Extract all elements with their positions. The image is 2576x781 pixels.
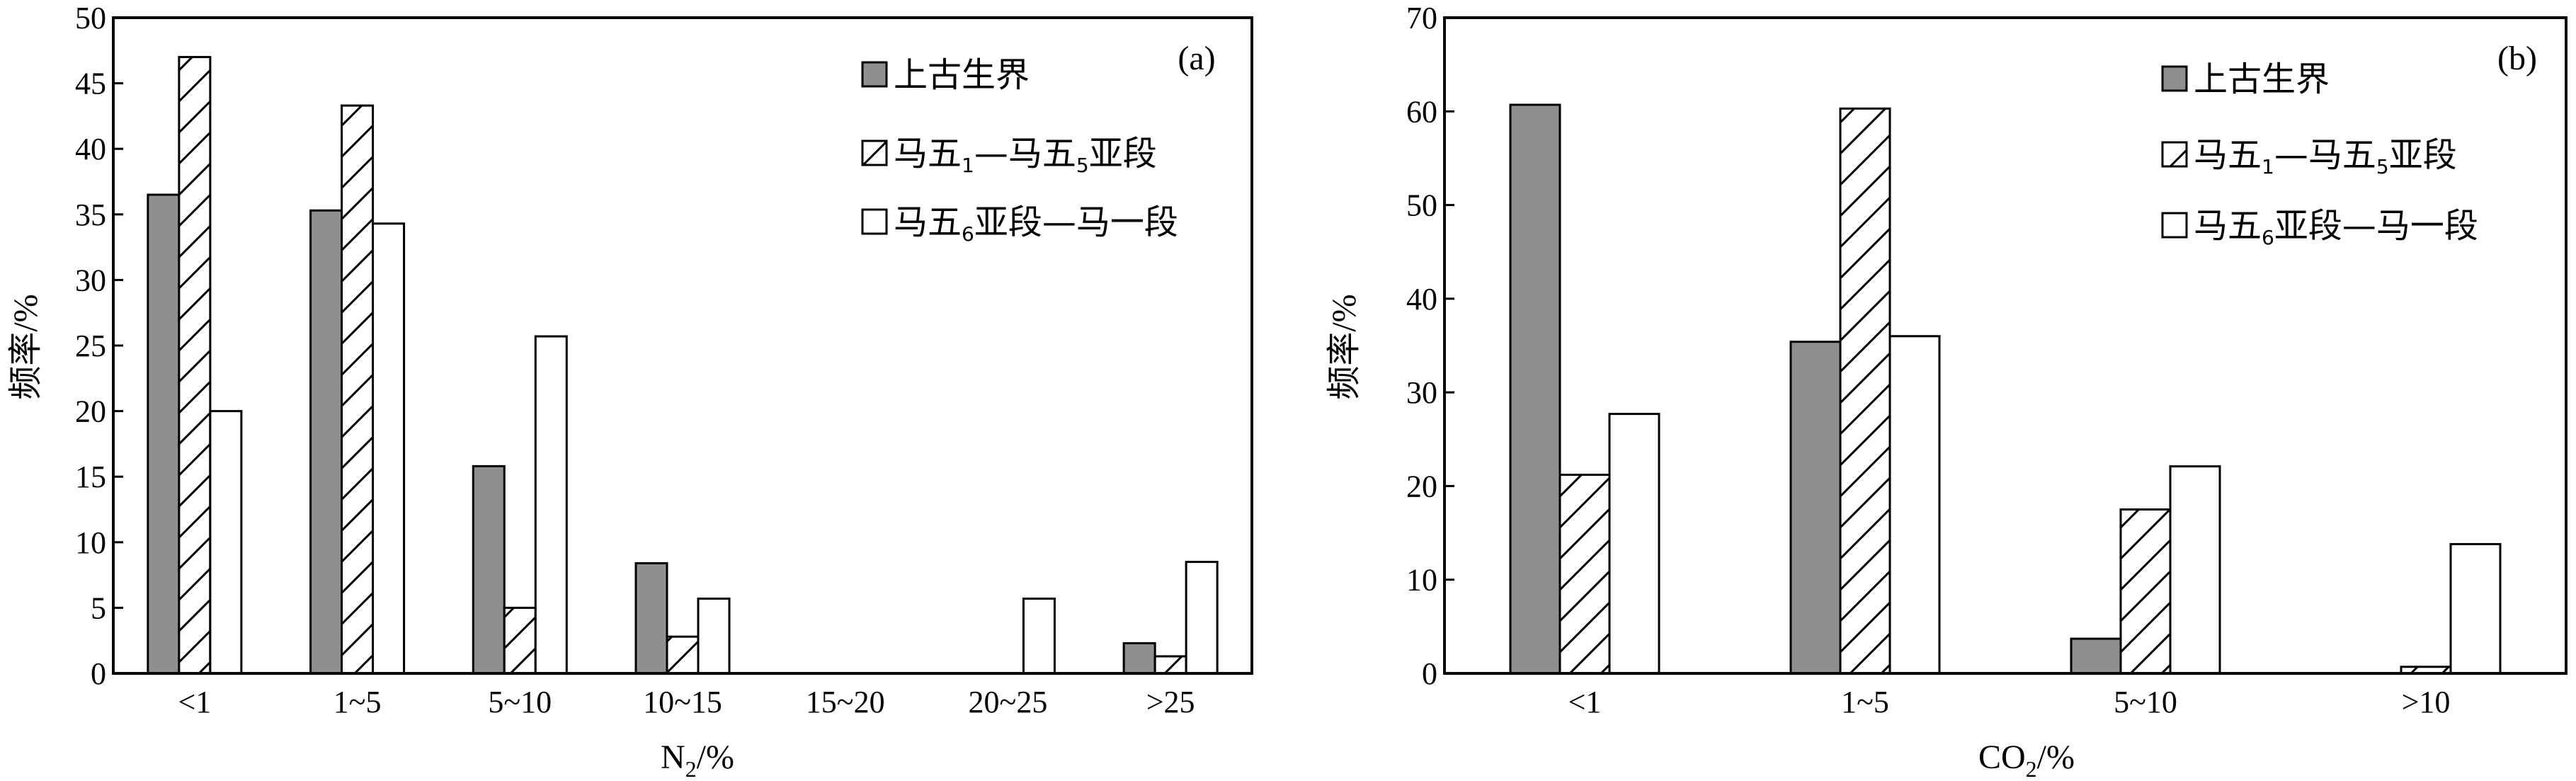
bar-ma5-1-5 (1839, 107, 1891, 675)
y-tick-label: 5 (91, 591, 106, 625)
bar-upper-paleozoic (309, 209, 343, 675)
x-tick-label: 15~20 (806, 685, 885, 719)
x-tick-label: 1~5 (1841, 685, 1889, 719)
legend-swatch (861, 139, 888, 166)
legend-label: 马五6亚段—马一段 (894, 203, 1178, 246)
y-tick-label: 35 (75, 198, 106, 232)
y-tick-label: 50 (75, 1, 106, 35)
y-tick-label: 25 (75, 329, 106, 363)
bar-ma5-1-5 (503, 606, 537, 675)
y-tick-label: 0 (1422, 656, 1437, 691)
legend-label: 上古生界 (894, 55, 1030, 95)
legend-label: 马五1—马五5亚段 (894, 134, 1157, 177)
y-tick-label: 50 (1406, 188, 1437, 223)
bar-ma5-6-ma1 (209, 410, 243, 675)
legend-label: 马五6亚段—马一段 (2194, 206, 2478, 249)
y-tick-label: 40 (1406, 282, 1437, 317)
bar-ma5-1-5 (1153, 655, 1187, 675)
x-axis-title: N2/% (661, 739, 734, 781)
bar-ma5-6-ma1 (697, 597, 731, 675)
bar-ma5-6-ma1 (2169, 465, 2221, 675)
y-tick-label: 45 (75, 67, 106, 101)
legend-label: 马五1—马五5亚段 (2194, 135, 2457, 178)
x-tick-label: 10~15 (643, 685, 722, 719)
bar-ma5-6-ma1 (1608, 413, 1660, 675)
panel-tag: (b) (2497, 40, 2537, 77)
y-tick-label: 10 (75, 525, 106, 560)
y-tick-label: 20 (75, 394, 106, 429)
y-tick-label: 30 (1406, 375, 1437, 410)
y-tick-label: 60 (1406, 94, 1437, 129)
bar-upper-paleozoic (2070, 637, 2122, 675)
plot-frame (112, 16, 1253, 675)
bar-ma5-6-ma1 (534, 335, 568, 675)
bar-upper-paleozoic (1789, 341, 1842, 675)
y-tick-label: 10 (1406, 563, 1437, 598)
bar-ma5-6-ma1 (2449, 542, 2502, 675)
y-tick-label: 30 (75, 263, 106, 297)
legend-swatch (2161, 212, 2188, 239)
y-tick-label: 0 (91, 656, 106, 691)
chart-panel-b: 0 10 20 30 40 50 60 70 <1 1~5 5~10 >10 频率/% CO2/% (b) 上… (1326, 1, 2568, 781)
bar-upper-paleozoic (1509, 103, 1561, 675)
bar-upper-paleozoic (1122, 642, 1156, 675)
bar-ma5-1-5 (1558, 474, 1611, 675)
x-tick-label: 1~5 (334, 685, 382, 719)
plot-frame (1443, 16, 2568, 675)
bar-ma5-6-ma1 (1888, 335, 1941, 675)
bar-ma5-6-ma1 (1185, 561, 1219, 675)
bar-upper-paleozoic (147, 193, 181, 675)
bar-upper-paleozoic (634, 561, 668, 675)
x-tick-label: <1 (1568, 685, 1602, 719)
bar-upper-paleozoic (472, 464, 506, 675)
legend-label: 上古生界 (2194, 59, 2330, 99)
y-tick-label: 40 (75, 132, 106, 166)
bar-ma5-1-5 (2119, 508, 2172, 675)
x-tick-label: 5~10 (488, 685, 552, 719)
y-axis-title: 频率/% (7, 294, 45, 399)
x-tick-label: 20~25 (969, 685, 1048, 719)
x-axis-title: CO2/% (1978, 739, 2075, 781)
legend-swatch (861, 61, 888, 88)
x-tick-label: >10 (2402, 685, 2451, 719)
y-tick-label: 15 (75, 460, 106, 494)
bar-ma5-1-5 (666, 635, 700, 675)
y-tick-label: 70 (1406, 1, 1437, 35)
x-tick-label: 5~10 (2114, 685, 2177, 719)
x-tick-label: >25 (1146, 685, 1195, 719)
bar-ma5-6-ma1 (1022, 597, 1056, 675)
y-tick-label: 20 (1406, 469, 1437, 503)
x-tick-label: <1 (178, 685, 211, 719)
bar-ma5-1-5 (178, 56, 212, 675)
legend-swatch (861, 208, 888, 235)
legend-swatch (2161, 141, 2188, 168)
chart-panel-a: 0 5 10 15 20 25 30 35 40 45 50 <1 1~5 5~10 10~15 15~20 2… (7, 1, 1253, 781)
bar-ma5-1-5 (341, 104, 375, 675)
bar-ma5-6-ma1 (372, 222, 406, 675)
legend-swatch (2161, 65, 2188, 92)
y-axis-title: 频率/% (1326, 294, 1363, 399)
panel-tag: (a) (1178, 40, 1215, 77)
